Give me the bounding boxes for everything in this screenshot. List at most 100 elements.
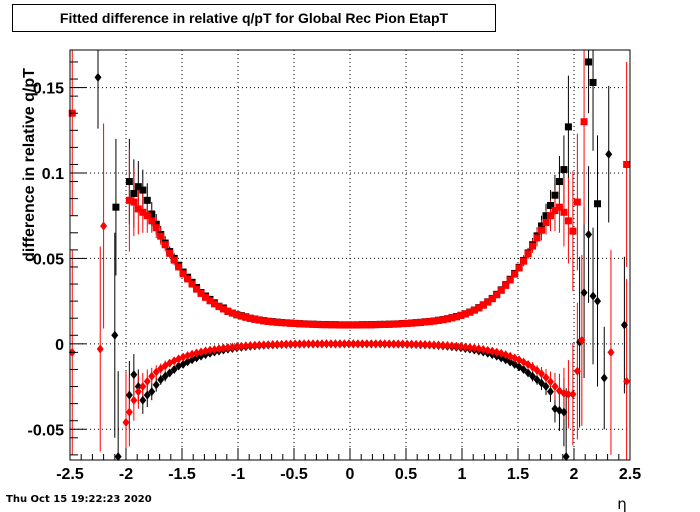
- data-point-square: [166, 249, 174, 257]
- data-point-square: [538, 226, 546, 234]
- data-point-diamond: [564, 389, 572, 399]
- data-point-square: [542, 219, 550, 227]
- data-point-diamond: [524, 368, 532, 378]
- data-point-square: [345, 321, 353, 329]
- data-point-diamond: [538, 378, 546, 388]
- data-point-diamond: [96, 344, 104, 354]
- data-point-diamond: [242, 341, 250, 351]
- data-point-diamond: [300, 339, 308, 349]
- data-point-diamond: [188, 349, 196, 359]
- data-point-diamond: [589, 291, 597, 301]
- data-point-square: [228, 309, 236, 317]
- data-point-diamond: [426, 340, 434, 350]
- data-point-diamond: [408, 339, 416, 349]
- data-point-square: [143, 212, 151, 220]
- x-tick-label: 1: [458, 466, 467, 483]
- data-point-square: [506, 276, 514, 284]
- data-point-diamond: [94, 72, 102, 82]
- data-point-square: [202, 293, 210, 301]
- y-tick-label: 0.05: [33, 251, 64, 268]
- data-point-diamond: [336, 339, 344, 349]
- data-point-diamond: [560, 388, 568, 398]
- data-point-square: [533, 234, 541, 242]
- data-point-diamond: [143, 376, 151, 386]
- data-point-diamond: [607, 347, 615, 357]
- data-point-square: [461, 310, 469, 318]
- data-point-square: [134, 183, 142, 191]
- data-point-square: [152, 224, 160, 232]
- data-point-square: [314, 321, 322, 329]
- data-point-diamond: [457, 342, 465, 352]
- data-point-diamond: [529, 371, 537, 381]
- data-point-diamond: [305, 339, 313, 349]
- timestamp: Thu Oct 15 19:22:23 2020: [6, 494, 152, 505]
- data-point-square: [210, 300, 218, 308]
- data-point-square: [219, 305, 227, 313]
- data-point-square: [381, 321, 389, 329]
- data-point-diamond: [251, 340, 259, 350]
- data-point-square: [161, 241, 169, 249]
- data-point-diamond: [282, 339, 290, 349]
- data-point-square: [430, 317, 438, 325]
- x-tick-label: -2.5: [56, 466, 84, 483]
- data-point-square: [470, 306, 478, 314]
- data-point-diamond: [421, 340, 429, 350]
- data-point-square: [260, 317, 268, 325]
- data-point-diamond: [291, 339, 299, 349]
- data-point-diamond: [580, 288, 588, 298]
- chart-title: Fitted difference in relative q/pT for G…: [59, 10, 449, 26]
- data-point-square: [206, 297, 214, 305]
- data-point-square: [546, 201, 554, 209]
- data-point-diamond: [148, 371, 156, 381]
- data-point-square: [179, 270, 187, 278]
- data-point-square: [394, 320, 402, 328]
- data-point-diamond: [533, 365, 541, 375]
- data-point-diamond: [546, 377, 554, 387]
- data-point-square: [273, 318, 281, 326]
- data-point-square: [255, 316, 263, 324]
- data-point-square: [305, 320, 313, 328]
- data-point-diamond: [224, 343, 232, 353]
- data-point-diamond: [152, 367, 160, 377]
- x-tick-label: -2: [119, 466, 133, 483]
- data-point-diamond: [394, 339, 402, 349]
- data-point-square: [358, 321, 366, 329]
- data-point-diamond: [569, 389, 577, 399]
- chart-title-box: Fitted difference in relative q/pT for G…: [12, 4, 496, 32]
- data-point-square: [197, 289, 205, 297]
- data-point-diamond: [399, 339, 407, 349]
- data-point-diamond: [219, 343, 227, 353]
- data-point-diamond: [114, 452, 122, 462]
- data-point-diamond: [439, 340, 447, 350]
- data-point-square: [580, 118, 588, 126]
- data-point-diamond: [255, 340, 263, 350]
- data-point-square: [515, 264, 523, 272]
- data-point-diamond: [484, 345, 492, 355]
- data-point-diamond: [488, 346, 496, 356]
- data-point-square: [296, 320, 304, 328]
- data-point-square: [157, 232, 165, 240]
- data-markers: [68, 58, 631, 462]
- data-point-diamond: [345, 339, 353, 349]
- data-point-square: [443, 315, 451, 323]
- data-point-diamond: [309, 339, 317, 349]
- data-point-diamond: [215, 344, 223, 354]
- data-point-square: [233, 311, 241, 319]
- data-point-diamond: [134, 382, 142, 392]
- data-point-diamond: [452, 341, 460, 351]
- x-tick-label: -1: [231, 466, 245, 483]
- data-point-square: [529, 242, 537, 250]
- data-point-diamond: [210, 344, 218, 354]
- data-point-diamond: [363, 339, 371, 349]
- data-point-square: [237, 312, 245, 320]
- data-point-diamond: [318, 339, 326, 349]
- data-point-diamond: [202, 346, 210, 356]
- x-axis-label: η: [617, 495, 627, 512]
- data-point-diamond: [538, 369, 546, 379]
- data-point-diamond: [417, 339, 425, 349]
- data-point-square: [551, 191, 559, 199]
- data-point-square: [376, 321, 384, 329]
- data-point-square: [215, 303, 223, 311]
- data-point-diamond: [130, 395, 138, 405]
